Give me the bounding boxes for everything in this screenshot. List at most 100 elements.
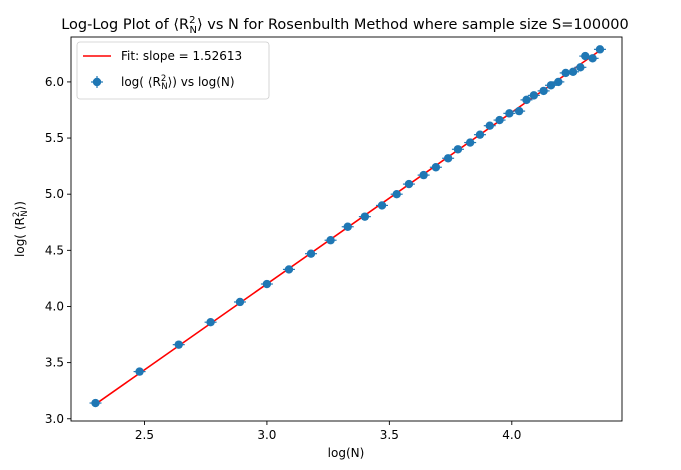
point-marker	[465, 138, 475, 147]
legend-box	[76, 41, 270, 100]
legend-data-swatch	[91, 76, 103, 88]
data-point	[586, 54, 599, 63]
point-marker	[554, 77, 563, 87]
data-point	[89, 398, 102, 408]
y-axis-label-sub: N	[20, 210, 30, 216]
point-marker	[284, 265, 294, 274]
x-tick-label: 2.5	[135, 428, 154, 442]
point-marker	[568, 67, 578, 77]
y-axis-ticks: 3.0 3.5 4.0 4.5 5.0 5.5 6.0	[45, 75, 71, 426]
x-axis-ticks: 2.5 3.0 3.5 4.0	[135, 421, 521, 442]
y-axis-label-part2: ⟩)	[13, 201, 27, 210]
point-marker	[453, 145, 463, 154]
point-marker	[505, 109, 514, 118]
y-tick-label: 5.5	[45, 131, 64, 145]
data-point	[567, 67, 580, 77]
data-point	[324, 236, 337, 245]
point-marker	[588, 54, 597, 63]
data-point	[451, 145, 464, 154]
data-point	[358, 212, 371, 221]
point-marker	[475, 130, 485, 139]
point-marker	[485, 121, 494, 130]
x-tick-label: 3.5	[380, 428, 399, 442]
data-point	[376, 201, 389, 210]
point-marker	[360, 212, 370, 221]
x-tick-label: 4.0	[502, 428, 521, 442]
data-point	[442, 154, 455, 163]
legend-point-marker	[92, 77, 102, 87]
point-marker	[404, 179, 414, 189]
data-point	[493, 115, 506, 125]
point-marker	[326, 236, 335, 245]
y-axis-label-part1: log( ⟨R	[13, 217, 27, 257]
data-point	[402, 179, 415, 189]
point-marker	[174, 340, 183, 349]
y-tick-label: 5.0	[45, 187, 64, 201]
y-tick-label: 3.5	[45, 356, 64, 370]
point-marker	[419, 170, 428, 180]
y-tick-label: 4.5	[45, 243, 64, 257]
point-marker	[135, 367, 144, 376]
data-point	[260, 279, 273, 289]
point-marker	[235, 297, 245, 307]
chart-title-sub: N	[190, 25, 197, 36]
point-marker	[206, 317, 215, 327]
y-axis-label: log( ⟨R2N⟩)	[12, 201, 30, 257]
data-point	[593, 45, 606, 54]
y-tick-label: 4.0	[45, 299, 64, 313]
legend-data-label-part1: log( ⟨R	[121, 75, 161, 89]
data-point	[544, 81, 557, 90]
point-marker	[495, 115, 504, 125]
data-point	[341, 222, 354, 231]
legend-data-label-sub: N	[161, 82, 167, 92]
point-marker	[377, 201, 387, 210]
data-point	[473, 130, 486, 139]
data-point	[282, 265, 295, 274]
data-point	[390, 189, 403, 199]
data-point	[483, 121, 496, 130]
data-points-layer	[89, 45, 606, 408]
data-point	[537, 86, 550, 96]
point-marker	[581, 51, 590, 61]
data-point	[527, 91, 540, 100]
point-marker	[546, 81, 556, 90]
chart-title-part2: ⟩ vs N for Rosenbulth Method where sampl…	[197, 17, 629, 33]
plot-frame	[70, 36, 623, 422]
point-marker	[262, 279, 272, 289]
point-marker	[392, 189, 401, 199]
data-point	[304, 249, 317, 258]
legend-fit-label: Fit: slope = 1.52613	[121, 49, 242, 63]
x-axis-label: log(N)	[328, 446, 365, 460]
data-point	[464, 138, 477, 147]
point-marker	[522, 95, 531, 105]
data-point	[552, 77, 565, 87]
legend-data-label-part2: ⟩) vs log(N)	[168, 75, 235, 89]
y-tick-label: 6.0	[45, 75, 64, 89]
point-marker	[529, 91, 539, 100]
legend-data-label: log( ⟨R2 N⟩) vs log(N)	[121, 74, 235, 92]
x-tick-label: 3.0	[257, 428, 276, 442]
data-point	[417, 170, 430, 180]
point-marker	[91, 398, 100, 408]
chart-title-sup: 2	[189, 15, 195, 26]
data-point	[429, 163, 442, 172]
y-axis-label-sup: 2	[12, 212, 22, 217]
y-tick-label: 3.0	[45, 412, 64, 426]
chart-title-part1: Log-Log Plot of ⟨R	[61, 17, 189, 33]
data-point	[172, 340, 185, 349]
point-marker	[306, 249, 316, 258]
point-marker	[514, 106, 524, 116]
data-point	[520, 95, 533, 105]
data-point	[513, 106, 526, 116]
data-point	[133, 367, 146, 376]
point-marker	[595, 45, 605, 54]
point-marker	[539, 86, 548, 96]
legend: Fit: slope = 1.52613 log( ⟨R2 N⟩) vs log(…	[76, 41, 270, 100]
point-marker	[343, 222, 352, 231]
point-marker	[576, 63, 585, 72]
data-point	[574, 63, 587, 72]
legend-data-label-sup: 2	[161, 74, 166, 84]
data-point	[204, 317, 217, 327]
data-point	[503, 109, 516, 118]
